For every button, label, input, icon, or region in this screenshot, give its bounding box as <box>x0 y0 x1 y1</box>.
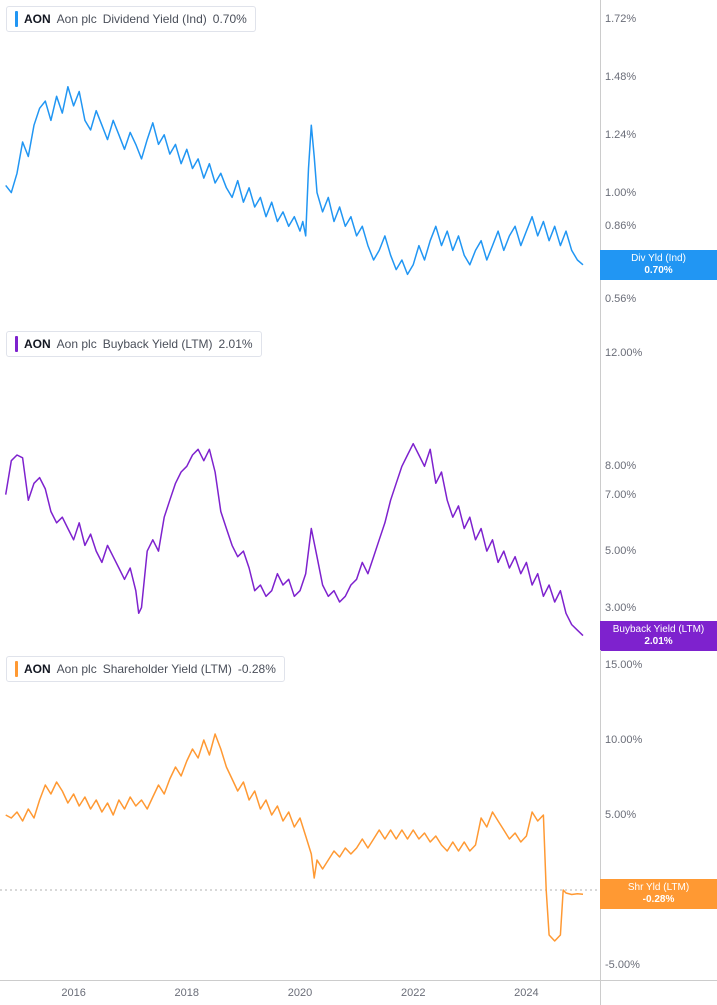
legend-metric: Shareholder Yield (LTM) <box>103 662 232 676</box>
y-tick-label: 1.48% <box>605 71 636 83</box>
chart-plot[interactable] <box>0 0 600 325</box>
x-tick-label: 2020 <box>288 987 312 999</box>
legend-color-tick <box>15 336 18 352</box>
legend-metric: Buyback Yield (LTM) <box>103 337 213 351</box>
y-tick-label: -5.00% <box>605 959 640 971</box>
chart-panel-shareholder-yield: -5.00%5.00%10.00%15.00%0.00Shr Yld (LTM)… <box>0 650 717 980</box>
x-tick-label: 2016 <box>61 987 85 999</box>
legend-value: 2.01% <box>219 337 253 351</box>
y-tick-label: 3.00% <box>605 602 636 614</box>
legend-company-name: Aon plc <box>57 662 97 676</box>
legend-symbol: AON <box>24 662 51 676</box>
value-flag: Div Yld (Ind)0.70% <box>600 250 717 280</box>
chart-panel-div-yield: 0.56%0.86%1.00%1.24%1.48%1.72%0.70Div Yl… <box>0 0 717 325</box>
legend-value: -0.28% <box>238 662 276 676</box>
flag-value: 0.70% <box>606 265 711 277</box>
legend-symbol: AON <box>24 12 51 26</box>
x-tick-label: 2022 <box>401 987 425 999</box>
series-line <box>6 444 583 636</box>
chart-plot[interactable] <box>0 650 600 980</box>
y-tick-label: 1.72% <box>605 13 636 25</box>
flag-label: Shr Yld (LTM) <box>606 882 711 894</box>
y-tick-label: 0.56% <box>605 293 636 305</box>
y-tick-label: 0.86% <box>605 220 636 232</box>
legend-company-name: Aon plc <box>57 12 97 26</box>
legend-box[interactable]: AON Aon plc Shareholder Yield (LTM) -0.28% <box>6 656 285 682</box>
y-tick-label: 10.00% <box>605 734 642 746</box>
y-tick-label: 1.00% <box>605 187 636 199</box>
legend-box[interactable]: AON Aon plc Buyback Yield (LTM) 2.01% <box>6 331 262 357</box>
legend-color-tick <box>15 661 18 677</box>
flag-label: Div Yld (Ind) <box>606 253 711 265</box>
legend-metric: Dividend Yield (Ind) <box>103 12 207 26</box>
y-tick-label: 8.00% <box>605 460 636 472</box>
flag-value: -0.28% <box>606 894 711 906</box>
y-axis: 3.00% 5.00% 7.00% 8.00% 12.00% <box>600 325 717 650</box>
x-axis: 2016 2018 2020 2022 2024 <box>0 980 600 1005</box>
y-tick-label: 5.00% <box>605 545 636 557</box>
x-tick-label: 2024 <box>514 987 538 999</box>
series-line <box>6 734 583 941</box>
legend-symbol: AON <box>24 337 51 351</box>
value-flag: Buyback Yield (LTM)2.01% <box>600 621 717 651</box>
series-line <box>6 87 583 275</box>
y-tick-label: 1.24% <box>605 129 636 141</box>
legend-box[interactable]: AON Aon plc Dividend Yield (Ind) 0.70% <box>6 6 256 32</box>
y-tick-label: 15.00% <box>605 659 642 671</box>
y-tick-label: 5.00% <box>605 809 636 821</box>
legend-company-name: Aon plc <box>57 337 97 351</box>
flag-value: 2.01% <box>606 636 711 648</box>
x-tick-label: 2018 <box>175 987 199 999</box>
y-tick-label: 7.00% <box>605 489 636 501</box>
chart-plot[interactable] <box>0 325 600 650</box>
flag-label: Buyback Yield (LTM) <box>606 624 711 636</box>
legend-color-tick <box>15 11 18 27</box>
chart-panel-buyback-yield: 3.00% 5.00% 7.00% 8.00% 12.00% Buyback Yield … <box>0 325 717 650</box>
y-tick-label: 12.00% <box>605 347 642 359</box>
y-axis: -5.00%5.00%10.00%15.00%0.00 <box>600 650 717 980</box>
value-flag: Shr Yld (LTM)-0.28% <box>600 879 717 909</box>
legend-value: 0.70% <box>213 12 247 26</box>
axis-corner <box>600 980 717 1005</box>
